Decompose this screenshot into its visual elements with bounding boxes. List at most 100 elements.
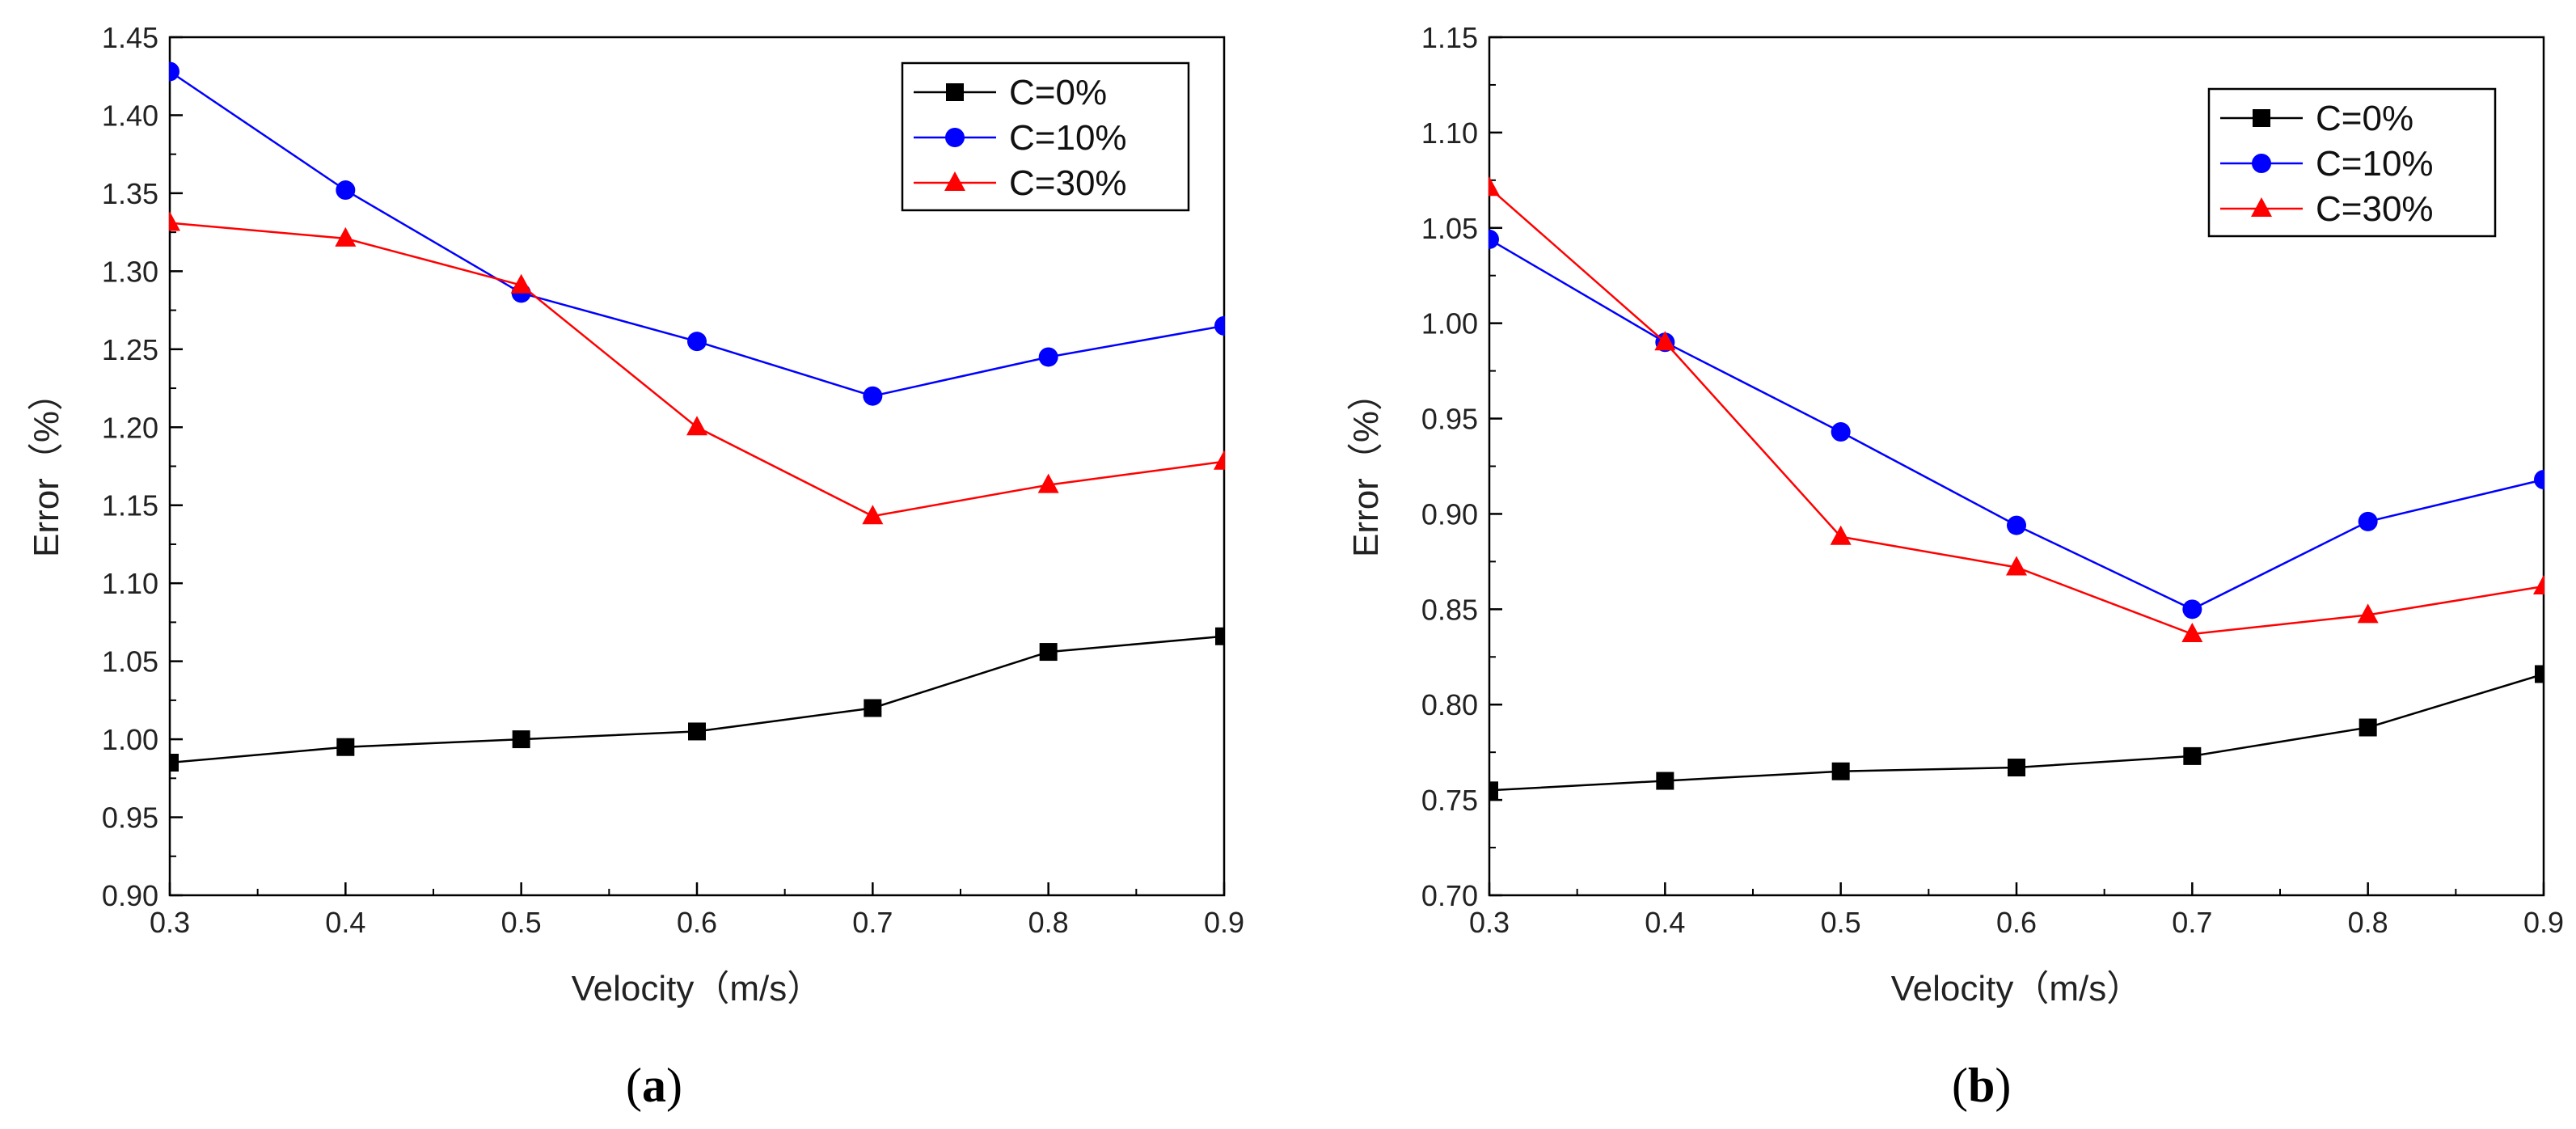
y-tick-label: 0.70 bbox=[1421, 879, 1478, 912]
data-point bbox=[2359, 718, 2377, 737]
y-tick-label: 1.00 bbox=[1421, 307, 1478, 340]
x-axis-title: Velocity（m/s） bbox=[1891, 969, 2143, 1008]
data-point bbox=[687, 332, 707, 352]
data-point bbox=[1214, 315, 1225, 336]
legend-marker bbox=[2253, 109, 2270, 127]
y-tick-label: 0.75 bbox=[1421, 784, 1478, 817]
data-point bbox=[169, 61, 179, 82]
x-tick-label: 0.7 bbox=[852, 906, 893, 939]
data-point bbox=[335, 226, 357, 247]
data-point bbox=[169, 754, 179, 772]
data-point bbox=[2182, 599, 2202, 619]
y-tick-label: 0.90 bbox=[1421, 497, 1478, 531]
data-point bbox=[864, 699, 882, 717]
data-point bbox=[1038, 347, 1058, 367]
legend-label: C=0% bbox=[2316, 99, 2413, 138]
y-tick-label: 1.40 bbox=[102, 99, 158, 132]
data-point bbox=[1214, 450, 1225, 470]
x-tick-label: 0.9 bbox=[1204, 906, 1244, 939]
x-tick-label: 0.9 bbox=[2523, 906, 2564, 939]
y-tick-label: 1.10 bbox=[102, 567, 158, 600]
data-point bbox=[169, 211, 180, 231]
y-tick-label: 0.85 bbox=[1421, 593, 1478, 626]
data-point bbox=[2533, 575, 2544, 595]
x-tick-label: 0.3 bbox=[150, 906, 190, 939]
data-point bbox=[1831, 762, 1850, 780]
data-point bbox=[2358, 511, 2378, 531]
legend-marker bbox=[945, 128, 965, 147]
legend-label: C=0% bbox=[1009, 73, 1107, 112]
legend-label: C=30% bbox=[1009, 163, 1127, 203]
data-point bbox=[336, 738, 355, 756]
y-tick-label: 0.95 bbox=[1421, 403, 1478, 436]
y-tick-label: 0.90 bbox=[102, 879, 158, 912]
data-point bbox=[2008, 759, 2025, 777]
legend: C=0% C=10% C=30% bbox=[2207, 87, 2497, 238]
data-point bbox=[1830, 525, 1852, 545]
y-tick-label: 1.00 bbox=[102, 723, 158, 756]
x-tick-label: 0.8 bbox=[2348, 906, 2388, 939]
x-tick-label: 0.5 bbox=[501, 906, 542, 939]
legend-label: C=30% bbox=[2316, 189, 2434, 229]
data-point bbox=[1037, 473, 1059, 493]
y-tick-label: 0.80 bbox=[1421, 688, 1478, 721]
legend-label: C=10% bbox=[1009, 118, 1127, 158]
data-point bbox=[863, 386, 883, 406]
series-line-2 bbox=[169, 222, 1225, 518]
x-tick-label: 0.7 bbox=[2172, 906, 2212, 939]
y-tick-label: 1.10 bbox=[1421, 116, 1478, 150]
data-point bbox=[686, 416, 707, 436]
data-point bbox=[1215, 627, 1225, 645]
x-axis-title: Velocity（m/s） bbox=[572, 969, 823, 1008]
data-point bbox=[688, 722, 706, 741]
data-point bbox=[2357, 603, 2379, 624]
y-tick-label: 1.15 bbox=[1421, 21, 1478, 54]
data-point bbox=[2181, 622, 2203, 642]
y-tick-label: 1.25 bbox=[102, 333, 158, 366]
x-tick-label: 0.6 bbox=[677, 906, 717, 939]
data-point bbox=[1489, 229, 1499, 249]
y-tick-label: 1.35 bbox=[102, 177, 158, 210]
x-tick-label: 0.8 bbox=[1028, 906, 1069, 939]
y-tick-label: 0.95 bbox=[102, 801, 158, 835]
series-line-0 bbox=[169, 635, 1225, 764]
legend-marker bbox=[2252, 154, 2271, 173]
legend-marker bbox=[946, 83, 964, 101]
x-tick-label: 0.3 bbox=[1469, 906, 1510, 939]
y-axis-title: Error（%） bbox=[1346, 375, 1386, 557]
y-tick-label: 1.05 bbox=[102, 645, 158, 679]
y-tick-label: 1.30 bbox=[102, 255, 158, 288]
data-layer bbox=[169, 61, 1225, 772]
legend-marker bbox=[944, 171, 965, 191]
data-point bbox=[2535, 665, 2544, 683]
y-tick-label: 1.15 bbox=[102, 489, 158, 522]
y-tick-label: 1.05 bbox=[1421, 212, 1478, 245]
legend-label: C=10% bbox=[2316, 144, 2434, 184]
panel-label: (a) bbox=[626, 1059, 682, 1112]
data-point bbox=[2183, 746, 2202, 765]
x-tick-label: 0.6 bbox=[1996, 906, 2037, 939]
data-point bbox=[862, 505, 884, 525]
x-tick-label: 0.4 bbox=[1645, 906, 1685, 939]
data-point bbox=[2534, 470, 2544, 490]
data-layer bbox=[1489, 176, 2544, 800]
data-point bbox=[1039, 643, 1058, 662]
panel-label: (b) bbox=[1952, 1059, 2011, 1112]
y-axis-title: Error（%） bbox=[27, 375, 66, 557]
data-point bbox=[1489, 176, 1500, 197]
data-point bbox=[2006, 556, 2027, 576]
x-tick-label: 0.4 bbox=[325, 906, 365, 939]
data-point bbox=[336, 180, 356, 201]
data-point bbox=[512, 730, 530, 749]
data-point bbox=[1489, 781, 1498, 800]
data-point bbox=[1654, 331, 1676, 351]
series-line-1 bbox=[1489, 238, 2544, 611]
legend-marker bbox=[2251, 197, 2272, 217]
y-tick-label: 1.20 bbox=[102, 411, 158, 444]
chart-panel-a: 0.3 0.4 0.5 0.6 0.7 0.8 0.9 0.90 0.95 1.00 1.05 1.1… bbox=[27, 21, 1244, 1112]
data-point bbox=[1656, 772, 1674, 790]
legend: C=0% C=10% C=30% bbox=[901, 61, 1190, 212]
data-point bbox=[1831, 422, 1851, 442]
chart-panel-b: 0.3 0.4 0.5 0.6 0.7 0.8 0.9 0.70 0.75 0.80 0.85 0.9… bbox=[1346, 21, 2564, 1112]
